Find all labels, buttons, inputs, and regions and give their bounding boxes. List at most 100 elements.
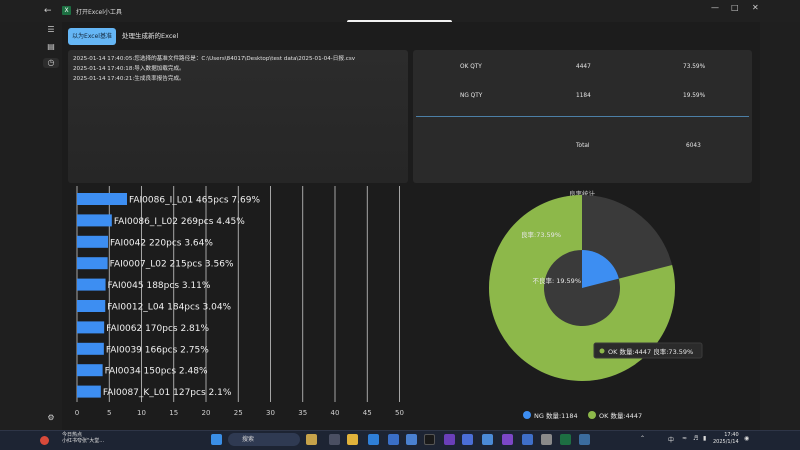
bar-data-label: FAI0086_I_L01 465pcs 7.69% [129,196,260,206]
app-icon-8[interactable] [482,434,493,445]
bar-data-label: FAI0087_K_L01 127pcs 2.1% [103,388,232,398]
donut-slice-ok[interactable] [489,195,675,381]
log-line: 2025-01-14 17:40:18:导入数据加载完成。 [73,66,185,72]
visual-studio-icon[interactable] [502,434,513,445]
app-icon-6[interactable] [444,434,455,445]
tray-chevron-icon[interactable]: ⌃ [640,435,646,442]
bar-data-label: FAI0045 188pcs 3.11% [108,281,211,291]
taskbar-clock[interactable]: 17:40 2025/1/14 [713,432,739,446]
x-tick-label: 10 [137,409,146,417]
log-line: 2025-01-14 17:40:05:您选择的基准文件路径是：C:\Users… [73,56,356,62]
app-icon-10[interactable] [579,434,590,445]
volume-icon[interactable]: ♬ [693,435,699,442]
app-icon-4[interactable] [406,434,417,445]
bar[interactable] [77,321,105,334]
x-tick-label: 0 [75,409,79,417]
tooltip-text: OK 数量:4447 良率:73.59% [608,347,693,356]
excel-app-icon: X [62,6,71,15]
document-icon[interactable]: ▤ [47,42,55,51]
excel-taskbar-icon[interactable] [560,434,571,445]
news-widget[interactable]: 今日热点 小红书夸张"大堂... [50,432,104,444]
ng-pct-value: 19.59% [683,93,706,99]
ime-indicator[interactable]: 中 [668,437,675,444]
bar[interactable] [77,214,112,227]
ok-rate-label: 良率:73.59% [521,230,561,239]
wifi-icon[interactable]: ≈ [682,435,688,442]
stats-divider [416,116,749,117]
bar[interactable] [77,257,108,270]
bar[interactable] [77,278,106,291]
taskbar [0,430,800,450]
log-line: 2025-01-14 17:40:21:生成良率报告完成。 [73,76,185,82]
ng-rate-label: 不良率: 19.59% [532,276,581,285]
bar-data-label: FAI0086_I_L02 269pcs 4.45% [114,217,245,227]
x-tick-label: 30 [266,409,275,417]
settings-gear-icon[interactable]: ⚙ [47,413,55,422]
legend-ng-swatch[interactable] [523,411,531,419]
title-bar [0,0,800,22]
news-icon[interactable] [40,436,49,445]
bar[interactable] [77,385,101,398]
ng-qty-label: NG QTY [460,93,483,99]
maximize-icon[interactable]: □ [731,3,739,12]
bar-data-label: FAI0012_L04 184pcs 3.04% [107,303,231,313]
bar-data-label: FAI0034 150pcs 2.48% [105,367,208,377]
app-icon-3[interactable] [388,434,399,445]
history-icon[interactable]: ◷ [43,58,59,68]
news-headline: 小红书夸张"大堂... [62,438,105,444]
bar[interactable] [77,342,104,355]
x-tick-label: 15 [169,409,178,417]
app-icon-7[interactable] [462,434,473,445]
sidebar [40,22,62,430]
outlook-icon[interactable] [368,434,379,445]
legend-ok-swatch[interactable] [588,411,596,419]
app-icon-1[interactable] [306,434,317,445]
excel-base-button[interactable]: 以为Excel基准 [68,28,116,45]
x-tick-label: 40 [331,409,340,417]
bar[interactable] [77,364,103,377]
notification-bell-icon[interactable]: ◉ [744,435,750,442]
file-explorer-icon[interactable] [347,434,358,445]
news-title: 今日热点 [62,432,83,438]
window-title: 打开Excel小工具 [76,9,122,16]
total-value: 6043 [686,143,701,149]
log-panel: 2025-01-14 17:40:05:您选择的基准文件路径是：C:\Users… [68,50,408,183]
bar[interactable] [77,193,127,205]
legend-ng-label[interactable]: NG 数量:1184 [534,411,578,420]
chart-tooltip [593,342,703,359]
tooltip-ok-dot [599,348,605,354]
generate-excel-button[interactable]: 处理生成新的Excel [122,32,179,40]
x-tick-label: 45 [363,409,372,417]
bar-data-label: FAI0062 170pcs 2.81% [106,324,209,334]
bar[interactable] [77,300,106,312]
clock-time: 17:40 [724,432,739,438]
ng-qty-value: 1184 [576,93,591,99]
battery-icon[interactable]: ▮ [703,435,707,442]
close-icon[interactable]: ✕ [752,3,759,12]
ok-qty-value: 4447 [576,64,591,70]
x-tick-label: 20 [202,409,211,417]
donut-slice-ng[interactable] [582,250,619,288]
settings-icon[interactable] [541,434,552,445]
menu-icon[interactable]: ☰ [47,25,55,34]
minimize-icon[interactable]: — [711,3,719,12]
back-arrow-icon[interactable]: ← [44,6,52,16]
ok-qty-label: OK QTY [460,64,482,70]
bar[interactable] [77,235,109,248]
ok-pct-value: 73.59% [683,64,706,70]
x-tick-label: 25 [234,409,243,417]
donut-title: 良率统计 [569,189,596,198]
x-tick-label: 5 [107,409,111,417]
legend-ok-label[interactable]: OK 数量:4447 [599,411,642,420]
app-icon-9[interactable] [522,434,533,445]
x-tick-label: 50 [395,409,404,417]
clock-date: 2025/1/14 [713,439,739,445]
bar-data-label: FAI0039 166pcs 2.75% [106,345,209,355]
windows-start-icon[interactable] [211,434,222,445]
app-icon-5[interactable] [424,434,435,445]
x-tick-label: 35 [298,409,307,417]
bar-data-label: FAI0007_L02 215pcs 3.56% [110,260,234,270]
app-icon-2[interactable] [329,434,340,445]
yield-donut-chart: 良率统计 良率:73.59% 不良率: 19.59% OK 数量:4447 良率… [489,189,703,420]
taskbar-search[interactable]: 搜索 [228,433,300,446]
